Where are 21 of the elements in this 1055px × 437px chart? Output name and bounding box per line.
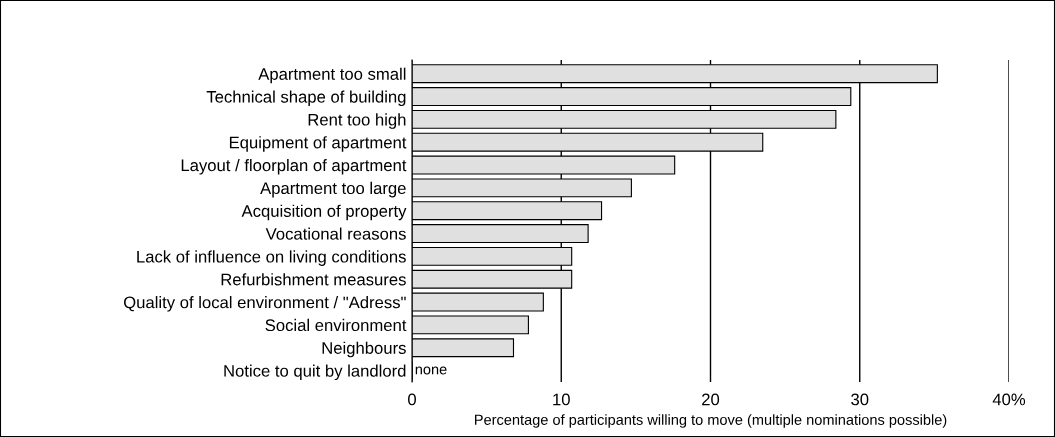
y-tick-label: Refurbishment measures <box>221 273 406 286</box>
y-tick-label: Layout / floorplan of apartment <box>181 159 407 175</box>
y-tick-label: Apartment too large <box>260 181 406 198</box>
y-tick-label: Acquisition of property <box>241 204 407 221</box>
y-tick-label: Apartment too small <box>258 67 406 84</box>
y-tick-label: Quality of local environment / "Adress" <box>124 296 406 312</box>
y-tick-label: Social environment <box>265 318 407 332</box>
x-tick-label: 40% <box>992 393 1026 406</box>
y-tick-label: Notice to quit by landlord <box>224 364 406 381</box>
x-tick-label: 30 <box>851 393 869 406</box>
x-axis-title: Percentage of participants willing to move (multiple nominations possible) <box>475 414 947 428</box>
y-tick-label: Neighbours <box>322 341 406 358</box>
y-tick-label: Vocational reasons <box>265 227 406 240</box>
data-label: none <box>415 366 447 375</box>
y-tick-label: Equipment of apartment <box>229 136 407 152</box>
y-tick-label: Lack of influence on living conditions <box>137 250 406 266</box>
x-tick-label: 10 <box>553 393 570 406</box>
x-tick-label: 20 <box>702 393 720 406</box>
y-tick-label: Rent too high <box>308 113 406 129</box>
y-tick-label: Technical shape of building <box>206 90 406 107</box>
x-tick-label: 0 <box>408 393 416 406</box>
